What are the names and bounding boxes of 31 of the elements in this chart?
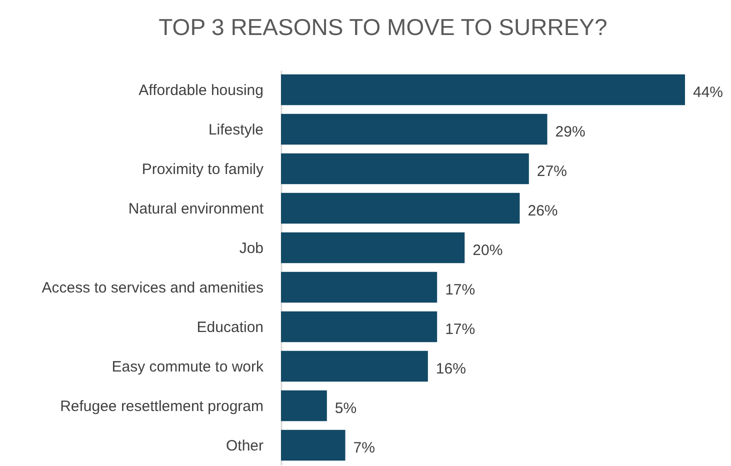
- data-label: 16%: [436, 360, 466, 378]
- data-label: 20%: [472, 242, 503, 259]
- data-label: 44%: [693, 84, 724, 101]
- y-tick-label: Easy commute to work: [112, 358, 264, 376]
- chart-title: TOP 3 REASONS TO MOVE TO SURREY?: [158, 14, 608, 40]
- data-label: 17%: [445, 320, 476, 338]
- bar: [281, 74, 685, 106]
- data-label: 5%: [334, 400, 357, 417]
- y-tick-label: Job: [239, 240, 264, 257]
- data-label: 17%: [445, 281, 476, 298]
- bar: [281, 430, 346, 461]
- bar: [281, 350, 428, 382]
- data-label: 27%: [536, 162, 567, 180]
- y-tick-label: Other: [226, 437, 264, 454]
- y-tick-label: Affordable housing: [138, 82, 264, 99]
- bar: [281, 390, 327, 422]
- y-tick-label: Refugee resettlement program: [60, 398, 264, 415]
- bar: [281, 192, 520, 224]
- data-label: 26%: [528, 202, 558, 220]
- bar: [281, 272, 438, 303]
- bar: [281, 232, 465, 264]
- bar: [281, 311, 438, 342]
- bar: [281, 153, 529, 184]
- data-label: 29%: [555, 123, 586, 140]
- bar: [281, 114, 548, 145]
- y-tick-label: Proximity to family: [142, 160, 264, 178]
- data-label: 7%: [353, 439, 375, 456]
- y-tick-label: Access to services and amenities: [42, 279, 264, 296]
- y-tick-label: Lifestyle: [208, 121, 264, 138]
- y-tick-label: Natural environment: [128, 200, 264, 218]
- y-tick-label: Education: [196, 318, 264, 336]
